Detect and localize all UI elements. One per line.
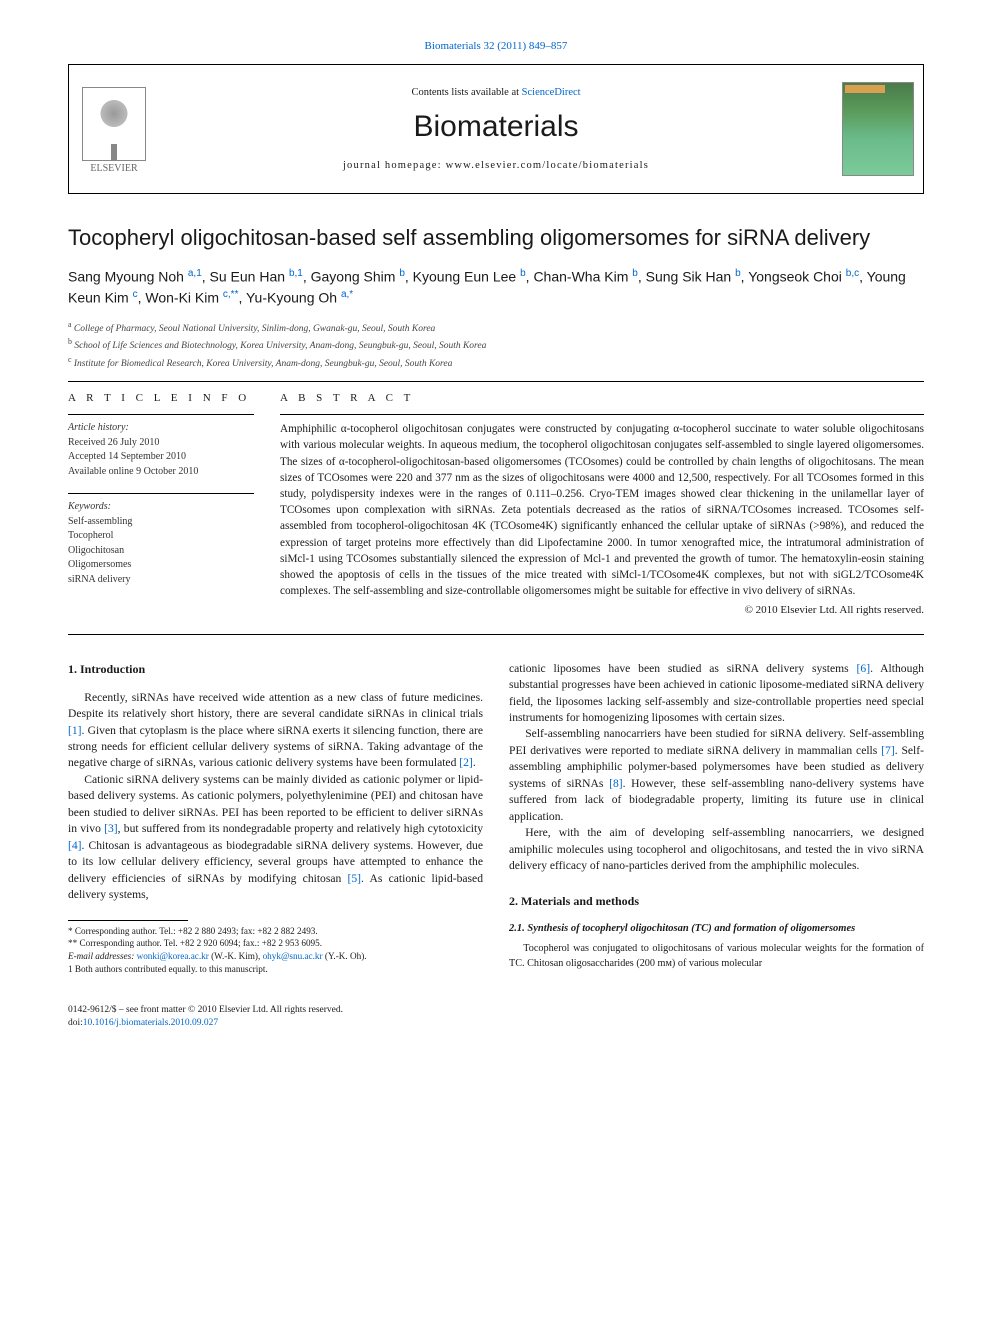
abstract-column: A B S T R A C T Amphiphilic α-tocopherol…	[280, 392, 924, 616]
info-abstract-row: A R T I C L E I N F O Article history: R…	[68, 392, 924, 616]
keyword: Self-assembling	[68, 516, 132, 527]
issn-line: 0142-9612/$ – see front matter © 2010 El…	[68, 1004, 924, 1017]
corresponding-author-2: ** Corresponding author. Tel. +82 2 920 …	[68, 937, 483, 950]
publisher-name: ELSEVIER	[69, 163, 159, 174]
citation-ref[interactable]: [5]	[348, 872, 362, 885]
authors-line: Sang Myoung Noh a,1, Su Eun Han b,1, Gay…	[68, 266, 924, 309]
citation-ref[interactable]: [3]	[104, 822, 118, 835]
keyword: siRNA delivery	[68, 574, 131, 585]
citation-ref[interactable]: [6]	[857, 662, 871, 675]
contents-available-line: Contents lists available at ScienceDirec…	[411, 87, 580, 98]
equal-contrib-note: 1 Both authors contributed equally. to t…	[68, 963, 483, 976]
affiliation-b: b School of Life Sciences and Biotechnol…	[68, 336, 924, 353]
journal-homepage: journal homepage: www.elsevier.com/locat…	[343, 160, 649, 171]
email-who-1: (W.-K. Kim),	[209, 951, 263, 961]
affiliation-a: a College of Pharmacy, Seoul National Un…	[68, 319, 924, 336]
keywords-label: Keywords:	[68, 501, 111, 512]
section-heading-introduction: 1. Introduction	[68, 661, 483, 678]
page: Biomaterials 32 (2011) 849–857 ELSEVIER …	[0, 0, 992, 1071]
section-heading-materials-methods: 2. Materials and methods	[509, 893, 924, 910]
email-addresses-line: E-mail addresses: wonki@korea.ac.kr (W.-…	[68, 950, 483, 963]
affil-text-a: College of Pharmacy, Seoul National Univ…	[74, 324, 435, 334]
journal-cover-icon	[842, 82, 914, 176]
body-paragraph: Cationic siRNA delivery systems can be m…	[68, 772, 483, 904]
page-footer: 0142-9612/$ – see front matter © 2010 El…	[68, 1004, 924, 1031]
cover-thumb-block	[833, 65, 923, 193]
corresponding-author-1: * Corresponding author. Tel.: +82 2 880 …	[68, 925, 483, 938]
received-line: Received 26 July 2010	[68, 437, 159, 448]
citation-ref[interactable]: [4]	[68, 839, 82, 852]
header-center: Contents lists available at ScienceDirec…	[159, 65, 833, 193]
doi-line: doi:10.1016/j.biomaterials.2010.09.027	[68, 1017, 924, 1030]
body-paragraph: Recently, siRNAs have received wide atte…	[68, 690, 483, 772]
abstract-text: Amphiphilic α-tocopherol oligochitosan c…	[280, 414, 924, 600]
email-link-1[interactable]: wonki@korea.ac.kr	[137, 951, 209, 961]
citation-ref[interactable]: [8]	[609, 777, 623, 790]
body-paragraph: Tocopherol was conjugated to oligochitos…	[509, 942, 924, 971]
body-paragraph: Here, with the aim of developing self-as…	[509, 825, 924, 874]
accepted-line: Accepted 14 September 2010	[68, 451, 186, 462]
journal-name: Biomaterials	[413, 110, 578, 144]
footnote-rule	[68, 920, 188, 921]
keywords-block: Keywords: Self-assembling Tocopherol Oli…	[68, 493, 254, 587]
citation-ref[interactable]: [7]	[881, 744, 895, 757]
keyword: Tocopherol	[68, 530, 113, 541]
rule-top	[68, 381, 924, 382]
affil-text-c: Institute for Biomedical Research, Korea…	[74, 359, 452, 369]
article-info-heading: A R T I C L E I N F O	[68, 392, 254, 404]
citation-ref[interactable]: [2]	[459, 756, 473, 769]
history-label: Article history:	[68, 422, 129, 433]
body-paragraph: cationic liposomes have been studied as …	[509, 661, 924, 727]
keyword: Oligochitosan	[68, 545, 124, 556]
keyword: Oligomersomes	[68, 559, 131, 570]
publisher-logo-block: ELSEVIER	[69, 65, 159, 193]
email-link-2[interactable]: ohyk@snu.ac.kr	[263, 951, 323, 961]
doi-label: doi:	[68, 1018, 83, 1028]
elsevier-tree-icon	[82, 87, 146, 161]
journal-header: ELSEVIER Contents lists available at Sci…	[68, 64, 924, 194]
doi-link[interactable]: 10.1016/j.biomaterials.2010.09.027	[83, 1018, 218, 1028]
footnotes-block: * Corresponding author. Tel.: +82 2 880 …	[68, 925, 483, 977]
abstract-heading: A B S T R A C T	[280, 392, 924, 404]
online-line: Available online 9 October 2010	[68, 466, 198, 477]
article-info-column: A R T I C L E I N F O Article history: R…	[68, 392, 254, 616]
abstract-copyright: © 2010 Elsevier Ltd. All rights reserved…	[280, 604, 924, 616]
article-title: Tocopheryl oligochitosan-based self asse…	[68, 224, 924, 252]
body-paragraph: Self-assembling nanocarriers have been s…	[509, 726, 924, 825]
affil-text-b: School of Life Sciences and Biotechnolog…	[74, 341, 486, 351]
rule-after-abstract	[68, 634, 924, 635]
affiliation-c: c Institute for Biomedical Research, Kor…	[68, 354, 924, 371]
subsection-heading: 2.1. Synthesis of tocopheryl oligochitos…	[509, 922, 924, 937]
running-citation: Biomaterials 32 (2011) 849–857	[68, 40, 924, 52]
contents-prefix: Contents lists available at	[411, 87, 521, 98]
sciencedirect-link[interactable]: ScienceDirect	[522, 87, 581, 98]
affiliations: a College of Pharmacy, Seoul National Un…	[68, 319, 924, 371]
body-two-columns: 1. Introduction Recently, siRNAs have re…	[68, 661, 924, 976]
email-who-2: (Y.-K. Oh).	[323, 951, 367, 961]
article-history-block: Article history: Received 26 July 2010 A…	[68, 414, 254, 479]
emails-label: E-mail addresses:	[68, 951, 134, 961]
citation-ref[interactable]: [1]	[68, 724, 82, 737]
